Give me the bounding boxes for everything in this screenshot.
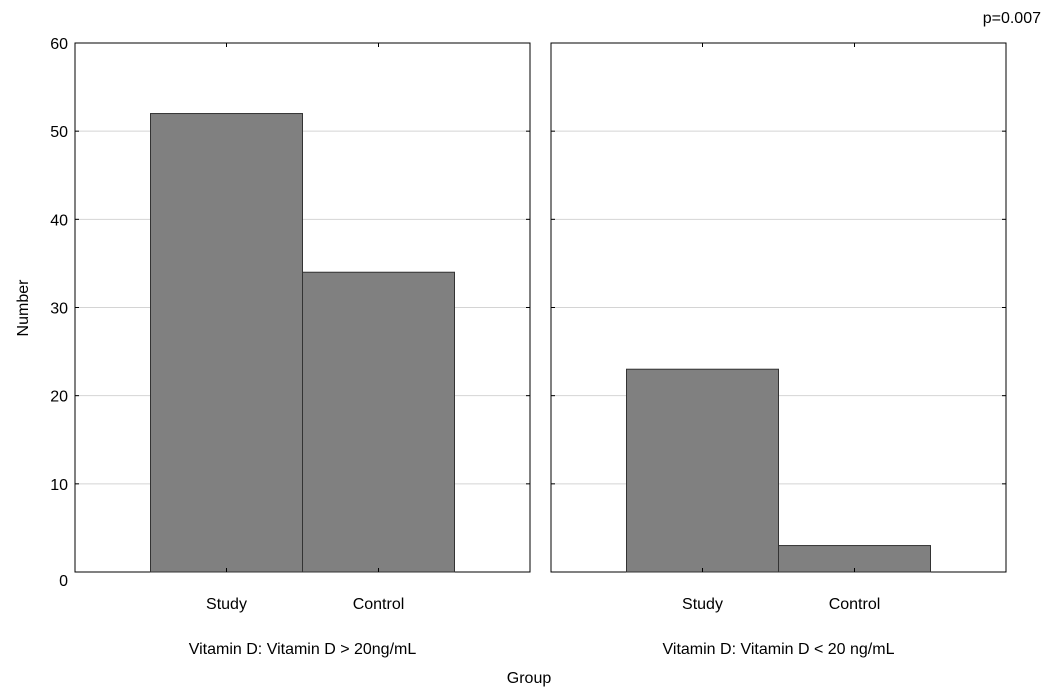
y-tick-label: 30 [50, 301, 68, 318]
bar-study [626, 368, 779, 573]
y-axis-label: Number [15, 279, 32, 337]
bar-study [150, 113, 303, 573]
panel-label: Vitamin D: Vitamin D > 20ng/mL [189, 641, 417, 658]
x-tick-label: Study [206, 596, 247, 613]
x-tick-label: Study [682, 596, 723, 613]
y-tick-label: 40 [50, 212, 68, 229]
panel-label: Vitamin D: Vitamin D < 20 ng/mL [663, 641, 895, 658]
y-tick-label: 10 [50, 477, 68, 494]
p-value-annotation: p=0.007 [983, 10, 1041, 27]
x-tick-label: Control [353, 596, 405, 613]
y-tick-label: 0 [59, 573, 68, 590]
y-tick-label: 50 [50, 124, 68, 141]
bar-control [778, 545, 931, 573]
x-tick-label: Control [829, 596, 881, 613]
bar-control [302, 271, 455, 573]
y-tick-label: 60 [50, 36, 68, 53]
panel-1: Study Control Vitamin D: Vitamin D > 20ng/… [74, 42, 531, 658]
panel-2: Study Control Vitamin D: Vitamin D < 20 ng… [550, 42, 1007, 658]
x-axis-label: Group [507, 670, 552, 687]
y-tick-label: 20 [50, 389, 68, 406]
